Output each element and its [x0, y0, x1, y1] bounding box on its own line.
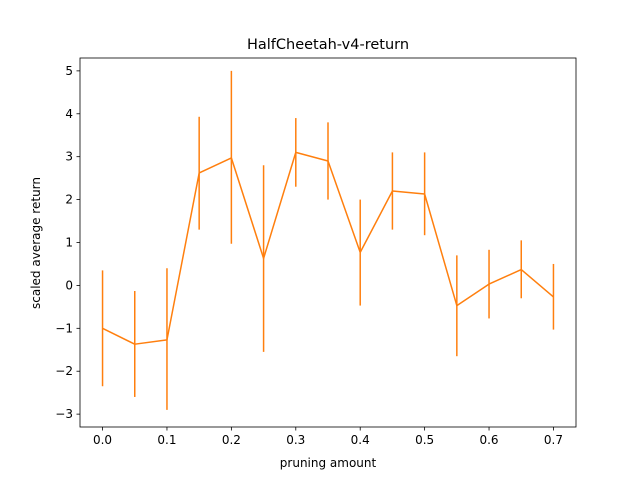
x-axis-label: pruning amount	[280, 456, 377, 470]
x-tick-label: 0.3	[286, 433, 305, 447]
x-tick-label: 0.5	[415, 433, 434, 447]
x-tick-label: 0.1	[157, 433, 176, 447]
y-tick-label: 0	[65, 278, 73, 292]
series-line	[102, 151, 554, 345]
chart-title: HalfCheetah-v4-return	[247, 37, 409, 53]
x-tick-label: 0.2	[222, 433, 241, 447]
y-axis-label: scaled average return	[29, 177, 43, 309]
y-tick-label: 3	[65, 150, 73, 164]
x-tick-label: 0.4	[351, 433, 370, 447]
y-tick-label: 4	[65, 107, 73, 121]
y-tick-label: 5	[65, 64, 73, 78]
y-tick-label: −1	[55, 321, 73, 335]
y-tick-label: −3	[55, 407, 73, 421]
x-tick-label: 0.6	[479, 433, 498, 447]
y-tick-label: −2	[55, 364, 73, 378]
plot-area: 0.0 0.1 0.2 0.3 0.4 0.5 0.6 0.7 −3 −2 −1 0 1 2 3 4 5	[55, 57, 577, 447]
y-tick-label: 1	[65, 236, 73, 250]
x-tick-label: 0.0	[93, 433, 112, 447]
y-tick-label: 2	[65, 193, 73, 207]
x-tick-label: 0.7	[544, 433, 563, 447]
